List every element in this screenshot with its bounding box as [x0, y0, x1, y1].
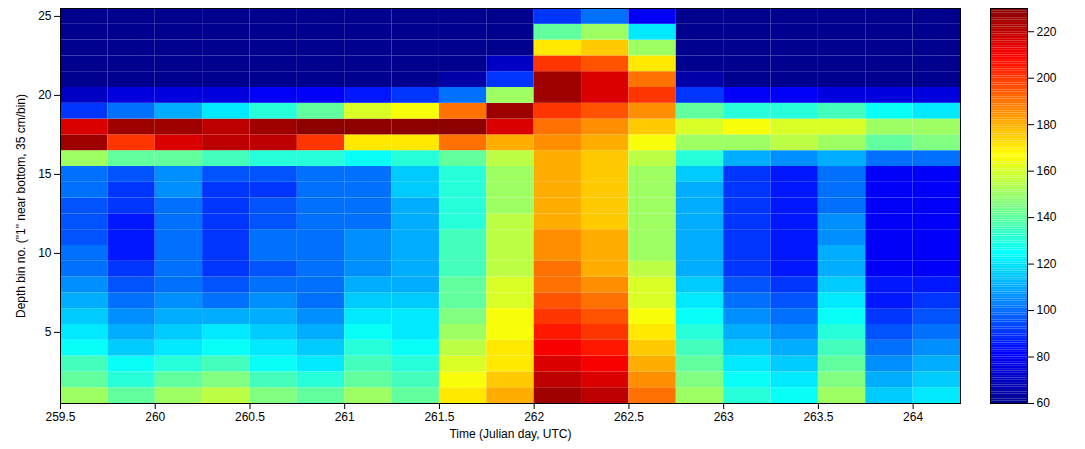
svg-text:180: 180 — [1037, 118, 1057, 132]
svg-text:200: 200 — [1037, 71, 1057, 85]
svg-text:60: 60 — [1037, 396, 1051, 410]
svg-text:220: 220 — [1037, 25, 1057, 39]
svg-text:10: 10 — [38, 246, 52, 260]
svg-text:5: 5 — [45, 325, 52, 339]
svg-text:20: 20 — [38, 88, 52, 102]
svg-text:140: 140 — [1037, 210, 1057, 224]
svg-text:260: 260 — [145, 410, 165, 424]
svg-text:25: 25 — [38, 9, 52, 23]
svg-text:80: 80 — [1037, 350, 1051, 364]
svg-text:264: 264 — [903, 410, 923, 424]
svg-text:263: 263 — [714, 410, 734, 424]
svg-text:261.5: 261.5 — [424, 410, 454, 424]
svg-text:15: 15 — [38, 167, 52, 181]
svg-text:261: 261 — [335, 410, 355, 424]
svg-text:262.5: 262.5 — [614, 410, 644, 424]
svg-text:Time (Julian day, UTC): Time (Julian day, UTC) — [449, 427, 571, 441]
svg-text:263.5: 263.5 — [803, 410, 833, 424]
svg-text:160: 160 — [1037, 164, 1057, 178]
svg-text:259.5: 259.5 — [45, 410, 75, 424]
svg-text:262: 262 — [524, 410, 544, 424]
svg-text:120: 120 — [1037, 257, 1057, 271]
svg-text:260.5: 260.5 — [235, 410, 265, 424]
svg-text:100: 100 — [1037, 303, 1057, 317]
svg-text:Depth bin no. ("1" near bottom: Depth bin no. ("1" near bottom, 35 cm/bi… — [14, 94, 28, 318]
